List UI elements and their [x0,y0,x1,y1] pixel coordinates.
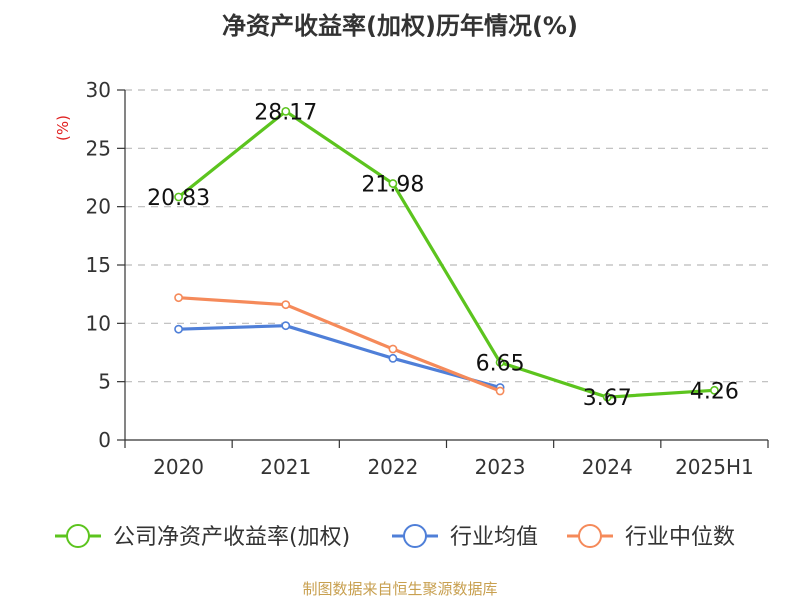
data-source-note: 制图数据来自恒生聚源数据库 [302,580,498,598]
x-axis-ticks: 2020 2021 2022 2023 2024 2025H1 [124,440,769,479]
data-label: 3.67 [583,386,632,411]
data-point [388,353,398,363]
y-axis-ticks: 0 5 10 15 20 25 30 [86,78,125,452]
legend-item: 公司净资产收益率(加权) [55,524,350,550]
legend-label: 行业均值 [450,525,538,550]
y-tick-label: 30 [86,78,111,102]
data-point [281,321,291,331]
legend-item: 行业均值 [392,524,538,550]
y-tick-label: 5 [98,370,111,394]
grid-lines [125,89,768,383]
x-tick-label: 2021 [260,455,311,479]
series-line-0 [177,109,715,399]
legend-label: 行业中位数 [625,525,735,550]
data-point [174,293,183,303]
series-line-2 [178,296,501,393]
x-tick-label: 2025H1 [675,455,754,479]
data-point [174,324,183,334]
data-point [388,344,398,354]
x-tick-label: 2023 [475,455,526,479]
y-axis-label: (%) [54,115,72,141]
x-tick-label: 2022 [367,455,418,479]
data-labels: 20.83 28.17 21.98 6.65 3.67 4.26 [147,100,739,411]
chart-title: 净资产收益率(加权)历年情况(%) [222,12,578,40]
data-point [174,192,183,202]
legend-marker [66,524,90,548]
data-point [602,392,612,402]
data-point [495,358,505,367]
y-tick-label: 10 [86,311,111,335]
data-label: 21.98 [361,173,424,198]
x-tick-label: 2020 [153,455,204,479]
data-label: 4.26 [690,379,739,404]
data-point [388,179,398,188]
x-tick-label: 2024 [582,455,633,479]
y-tick-label: 25 [86,136,111,160]
series-line-1 [178,324,501,390]
data-label: 28.17 [254,100,317,125]
legend-marker [578,524,602,548]
y-tick-label: 20 [86,195,111,219]
data-point [281,300,291,310]
data-label: 6.65 [476,351,525,376]
data-label: 20.83 [147,186,210,211]
legend: 公司净资产收益率(加权) 行业均值 行业中位数 [55,524,735,550]
data-point [710,385,719,395]
data-point [281,106,291,116]
legend-marker [403,524,427,548]
legend-item: 行业中位数 [567,524,735,550]
y-tick-label: 15 [86,253,111,277]
data-point [495,386,505,396]
series-layer [174,106,719,402]
y-tick-label: 0 [98,428,111,452]
legend-label: 公司净资产收益率(加权) [113,525,350,550]
